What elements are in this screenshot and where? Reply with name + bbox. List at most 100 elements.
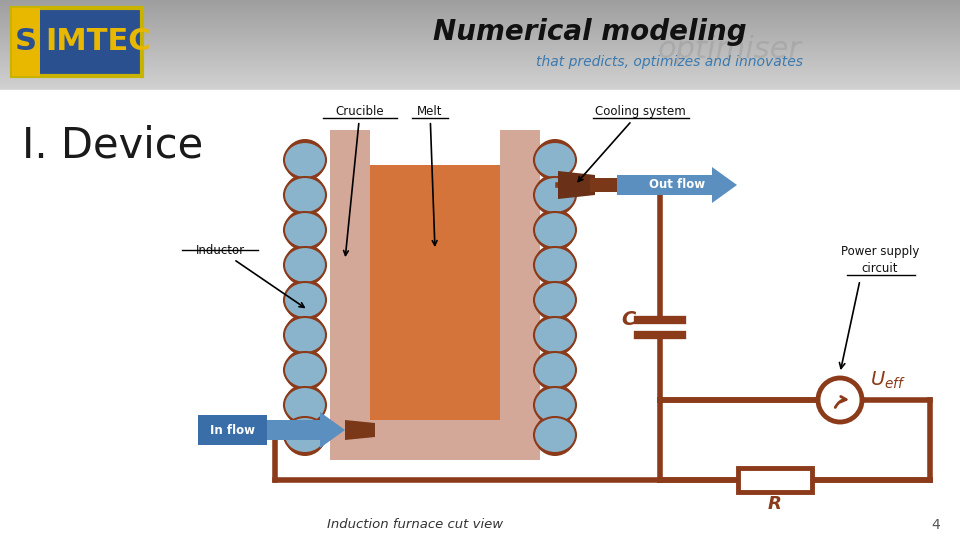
Bar — [0, 81, 960, 82]
Ellipse shape — [534, 212, 576, 248]
Ellipse shape — [284, 352, 326, 388]
Circle shape — [284, 414, 326, 456]
Text: Cooling system: Cooling system — [578, 105, 685, 181]
Bar — [0, 80, 960, 81]
Text: that predicts, optimizes and innovates: that predicts, optimizes and innovates — [537, 55, 804, 69]
Polygon shape — [558, 171, 595, 199]
Bar — [0, 48, 960, 49]
Bar — [0, 64, 960, 65]
Bar — [330, 130, 540, 460]
Bar — [0, 67, 960, 68]
Text: Numerical modeling: Numerical modeling — [433, 18, 747, 46]
Bar — [0, 86, 960, 87]
Text: S: S — [15, 28, 37, 57]
Bar — [0, 34, 960, 35]
Bar — [0, 85, 960, 86]
Circle shape — [284, 244, 326, 286]
Bar — [0, 12, 960, 13]
Ellipse shape — [534, 247, 576, 283]
Circle shape — [818, 378, 862, 422]
FancyBboxPatch shape — [198, 415, 267, 445]
Ellipse shape — [284, 282, 326, 318]
Bar — [0, 76, 960, 77]
Circle shape — [534, 139, 576, 181]
Text: 4: 4 — [931, 518, 940, 532]
Polygon shape — [617, 167, 737, 203]
Circle shape — [534, 174, 576, 216]
Bar — [0, 71, 960, 72]
Bar — [0, 17, 960, 18]
Bar — [0, 31, 960, 32]
Bar — [0, 10, 960, 11]
Bar — [0, 51, 960, 52]
Bar — [0, 11, 960, 12]
Bar — [0, 41, 960, 42]
Bar — [0, 14, 960, 15]
Text: Out flow: Out flow — [649, 179, 705, 192]
Ellipse shape — [534, 352, 576, 388]
Bar — [0, 62, 960, 63]
Ellipse shape — [284, 317, 326, 353]
Bar — [0, 73, 960, 74]
Bar — [0, 23, 960, 24]
Bar — [0, 44, 960, 45]
Circle shape — [284, 349, 326, 391]
Bar — [0, 68, 960, 69]
Circle shape — [284, 209, 326, 251]
Bar — [0, 32, 960, 33]
Bar — [0, 6, 960, 7]
Bar — [0, 36, 960, 37]
Text: I. Device: I. Device — [22, 124, 204, 166]
Bar — [0, 40, 960, 41]
Bar — [0, 45, 960, 46]
Circle shape — [534, 414, 576, 456]
Bar — [0, 21, 960, 22]
Bar — [0, 58, 960, 59]
Circle shape — [284, 139, 326, 181]
Polygon shape — [225, 412, 345, 448]
Bar — [0, 77, 960, 78]
Bar — [0, 33, 960, 34]
Bar — [0, 39, 960, 40]
Bar — [0, 49, 960, 50]
Bar — [12, 8, 40, 76]
FancyBboxPatch shape — [738, 468, 812, 492]
Ellipse shape — [284, 387, 326, 423]
Circle shape — [534, 209, 576, 251]
Bar — [0, 26, 960, 27]
Text: IMTEC: IMTEC — [45, 28, 151, 57]
Bar — [0, 29, 960, 30]
Ellipse shape — [284, 177, 326, 213]
Bar — [0, 22, 960, 23]
Bar — [0, 78, 960, 79]
Bar — [0, 35, 960, 36]
Bar — [0, 79, 960, 80]
Bar — [0, 55, 960, 56]
Bar — [0, 52, 960, 53]
Circle shape — [284, 174, 326, 216]
Bar — [0, 54, 960, 55]
Bar — [0, 83, 960, 84]
Bar — [0, 56, 960, 57]
Ellipse shape — [534, 387, 576, 423]
Bar — [370, 165, 500, 420]
FancyBboxPatch shape — [12, 8, 142, 76]
Bar — [0, 16, 960, 17]
Bar — [0, 75, 960, 76]
Bar — [0, 24, 960, 25]
Bar — [0, 3, 960, 4]
Bar — [0, 84, 960, 85]
Text: Melt: Melt — [418, 105, 443, 245]
Ellipse shape — [284, 247, 326, 283]
Circle shape — [534, 314, 576, 356]
Bar — [0, 74, 960, 75]
Bar — [0, 37, 960, 38]
Polygon shape — [345, 420, 375, 440]
Bar — [0, 0, 960, 1]
Bar — [0, 18, 960, 19]
Circle shape — [534, 349, 576, 391]
Bar — [0, 43, 960, 44]
Bar — [0, 27, 960, 28]
Bar — [0, 4, 960, 5]
Ellipse shape — [284, 417, 326, 453]
